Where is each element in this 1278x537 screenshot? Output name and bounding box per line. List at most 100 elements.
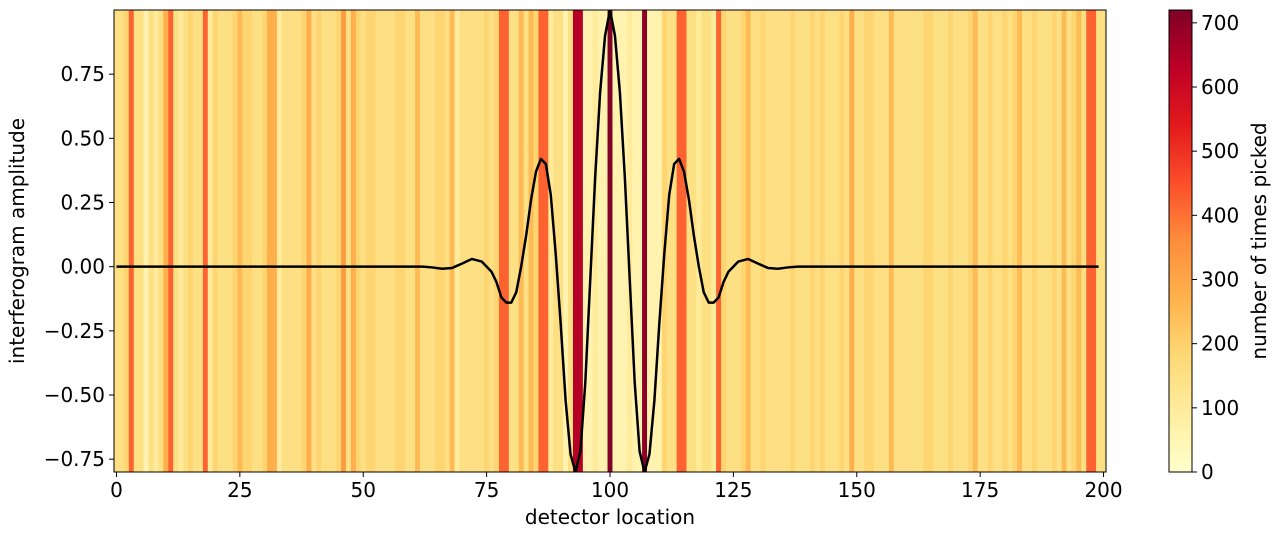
heatmap-band (415, 10, 421, 472)
heatmap-band (982, 10, 989, 472)
heatmap-band (360, 10, 367, 472)
heatmap-band (957, 10, 964, 472)
heatmap-band (765, 10, 771, 472)
heatmap-band (795, 10, 801, 472)
heatmap-band (390, 10, 396, 472)
heatmap-band (271, 10, 278, 472)
heatmap-band (923, 10, 929, 472)
x-tick-label: 25 (227, 478, 252, 502)
heatmap-band (207, 10, 214, 472)
x-axis-label: detector location (525, 505, 695, 529)
x-tick-label: 175 (961, 478, 999, 502)
heatmap-band (133, 10, 140, 472)
heatmap-band (227, 10, 234, 472)
heatmap-band (804, 10, 811, 472)
heatmap-band (439, 10, 446, 472)
heatmap-band (178, 10, 184, 472)
heatmap-band (903, 10, 910, 472)
y-tick-label: −0.50 (44, 383, 105, 407)
heatmap-band (197, 10, 204, 472)
heatmap-band (987, 10, 994, 472)
heatmap-band (365, 10, 372, 472)
heatmap-band (1022, 10, 1028, 472)
heatmap-band (281, 10, 288, 472)
heatmap-band (908, 10, 915, 472)
heatmap-band (444, 10, 451, 472)
x-tick-label: 150 (838, 478, 876, 502)
x-tick-label: 125 (714, 478, 752, 502)
heatmap-band (1041, 10, 1048, 472)
colorbar-tick-label: 300 (1201, 268, 1239, 292)
heatmap-band (1091, 10, 1097, 472)
colorbar-axis: 0 100 200 300 400 500 600 700 (1192, 11, 1239, 484)
heatmap-band (479, 10, 485, 472)
colorbar-tick-label: 500 (1201, 139, 1239, 163)
x-tick-label: 75 (474, 478, 499, 502)
heatmap-band (217, 10, 224, 472)
heatmap-band (469, 10, 475, 472)
colorbar (1168, 9, 1193, 473)
heatmap-band (1036, 10, 1043, 472)
heatmap-band (612, 10, 619, 472)
heatmap-band (676, 10, 683, 472)
heatmap-band (262, 10, 268, 472)
heatmap-band (513, 10, 520, 472)
heatmap-band (1056, 10, 1063, 472)
heatmap-band (148, 10, 155, 472)
heatmap-band (874, 10, 880, 472)
heatmap-band (553, 10, 559, 472)
heatmap-band (1007, 10, 1013, 472)
heatmap-band (395, 10, 401, 472)
interferogram-line (116, 10, 1099, 472)
heatmap-band (498, 10, 505, 472)
heatmap-band (355, 10, 362, 472)
x-tick-label: 50 (351, 478, 376, 502)
heatmap-band (528, 10, 535, 472)
heatmap-band (854, 10, 860, 472)
heatmap-band (484, 10, 490, 472)
heatmap-band (780, 10, 786, 472)
heatmap-band (114, 10, 120, 472)
heatmap-band (454, 10, 461, 472)
heatmap-band (350, 10, 357, 472)
heatmap-band (316, 10, 322, 472)
heatmap-band (326, 10, 332, 472)
heatmap-band (597, 10, 604, 472)
heatmap-band (429, 10, 436, 472)
heatmap-band (617, 10, 623, 472)
x-axis: 0 25 50 75 100 125 150 175 200 (110, 472, 1123, 502)
x-tick-label: 0 (110, 478, 123, 502)
colorbar-tick-label: 700 (1201, 11, 1239, 35)
heatmap-band (222, 10, 229, 472)
heatmap-band (656, 10, 663, 472)
heatmap-band (686, 10, 693, 472)
heatmap-band (622, 10, 628, 472)
y-tick-label: 0.00 (60, 255, 105, 279)
heatmap-band (824, 10, 831, 472)
heatmap-band (380, 10, 387, 472)
colorbar-label: number of times picked (1247, 122, 1271, 359)
heatmap-band (671, 10, 678, 472)
heatmap-band (967, 10, 974, 472)
heatmap-band (977, 10, 984, 472)
colorbar-tick-label: 400 (1201, 203, 1239, 227)
heatmap-band (943, 10, 949, 472)
heatmap-band (750, 10, 757, 472)
heatmap-bands (114, 10, 1106, 472)
heatmap-band (997, 10, 1003, 472)
y-tick-label: 0.50 (60, 126, 105, 150)
heatmap-band (701, 10, 707, 472)
heatmap-band (992, 10, 999, 472)
heatmap-band (252, 10, 258, 472)
heatmap-band (212, 10, 219, 472)
heatmap-band (242, 10, 248, 472)
heatmap-band (257, 10, 263, 472)
heatmap-band (143, 10, 150, 472)
heatmap-band (1012, 10, 1018, 472)
y-tick-label: 0.75 (60, 62, 105, 86)
interferogram-line-layer (116, 10, 1099, 472)
heatmap-band (237, 10, 243, 472)
heatmap-band (819, 10, 826, 472)
heatmap-band (627, 10, 633, 472)
heatmap-band (543, 10, 549, 472)
